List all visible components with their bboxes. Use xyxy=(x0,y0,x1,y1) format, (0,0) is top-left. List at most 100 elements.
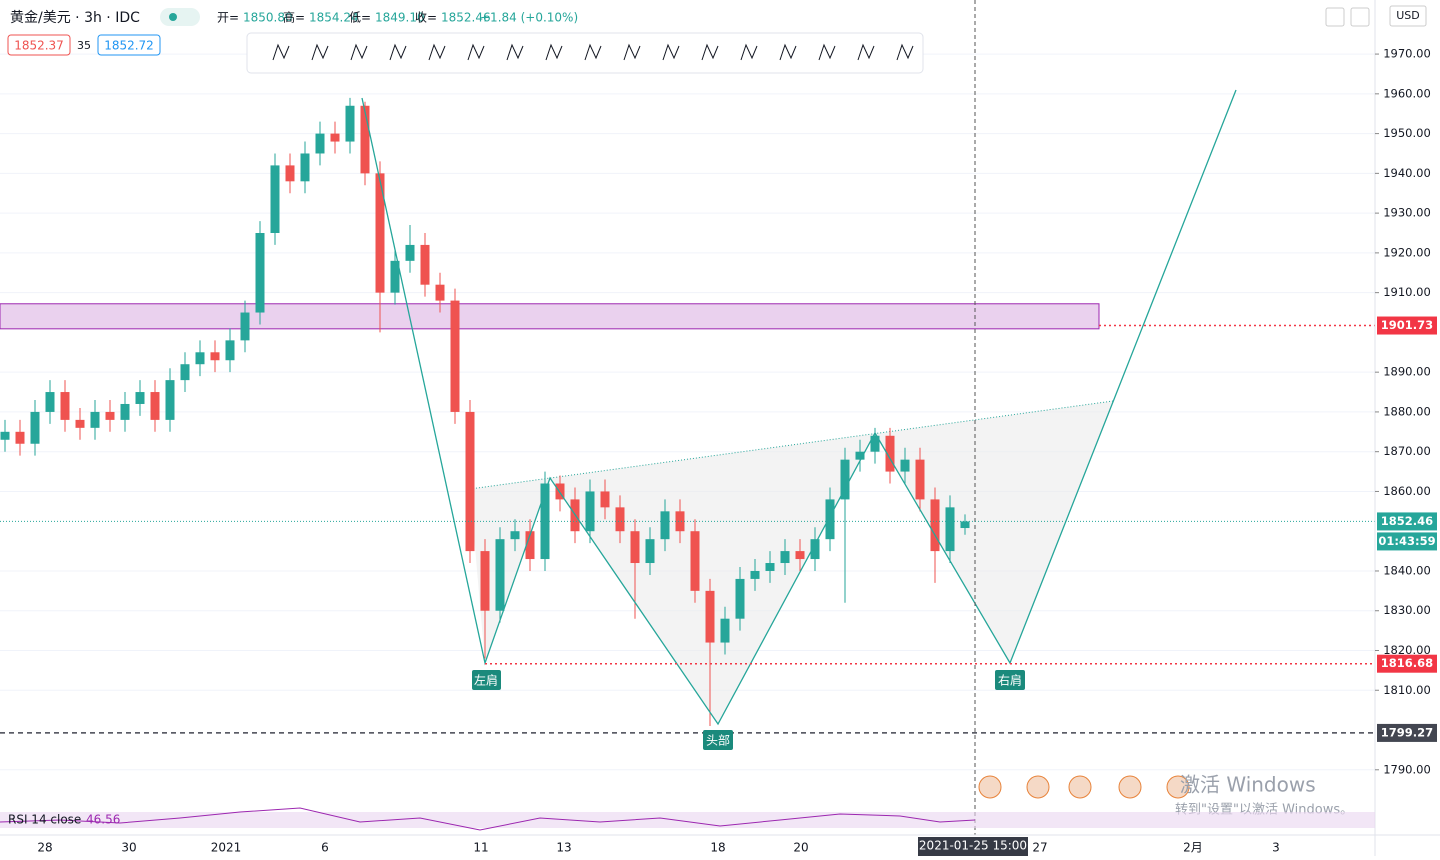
rsi-line xyxy=(0,807,976,831)
tool-button[interactable] xyxy=(812,38,842,68)
button[interactable] xyxy=(1350,7,1370,27)
candle-body xyxy=(330,133,340,142)
buy[interactable]: 1852.72 xyxy=(104,39,154,53)
tool-button[interactable] xyxy=(305,38,335,68)
tool-button[interactable] xyxy=(695,38,725,68)
status-pill xyxy=(160,8,200,26)
rsi-label: RSI 14 close xyxy=(8,813,81,827)
price-lines: 1901.73 1852.46 01:43:59 1816.68 1799.27 xyxy=(0,316,1437,742)
tool-button[interactable] xyxy=(500,38,530,68)
y-tick-label: 1970.00 xyxy=(1383,47,1431,61)
annotation-box xyxy=(703,730,733,750)
rsi-value: 46.56 xyxy=(86,813,120,827)
tool-button[interactable] xyxy=(539,38,569,68)
ohlc: 开= 1850.80高= 1854.24低= 1849.10收= 1852.46 xyxy=(217,10,491,25)
annotation-box xyxy=(472,670,501,690)
tool-button[interactable] xyxy=(617,38,647,68)
countdown: 01:43:59 xyxy=(1378,534,1435,548)
candle-body xyxy=(795,551,805,560)
candle-body xyxy=(495,539,505,611)
candle-body xyxy=(285,165,295,182)
tool-icon xyxy=(545,43,563,61)
candle-body xyxy=(435,284,445,301)
candle-body xyxy=(180,364,190,381)
candle-body xyxy=(300,153,310,182)
tool-button[interactable] xyxy=(656,38,686,68)
tool-icon xyxy=(623,43,641,61)
annotation: 头部 xyxy=(706,733,730,748)
candle-body xyxy=(825,499,835,540)
price-label: 1816.68 xyxy=(1381,656,1433,670)
tool-button[interactable] xyxy=(461,38,491,68)
candle-body xyxy=(705,590,715,643)
currency[interactable]: USD xyxy=(1396,9,1420,22)
candle-body xyxy=(165,380,175,420)
x-tick-label: 11 xyxy=(473,841,488,855)
candle-body xyxy=(675,511,685,532)
y-tick-label: 1940.00 xyxy=(1383,166,1431,180)
tool-button[interactable] xyxy=(773,38,803,68)
ohlc-value: 1854.24 xyxy=(309,11,359,25)
candle-body xyxy=(240,312,250,341)
button[interactable] xyxy=(1325,7,1345,27)
candle-body xyxy=(510,531,520,540)
tool-icon xyxy=(701,43,719,61)
toolbar xyxy=(246,32,924,74)
sell-box[interactable] xyxy=(7,34,71,56)
tool-button[interactable] xyxy=(422,38,452,68)
tool-button[interactable] xyxy=(890,38,920,68)
price-label-box xyxy=(1377,512,1437,531)
candle-body xyxy=(75,419,85,428)
candle-body xyxy=(225,340,235,361)
candle-body xyxy=(630,531,640,564)
candle-body xyxy=(885,435,895,472)
candle-body xyxy=(900,459,910,472)
candle-body xyxy=(735,578,745,619)
candle-body xyxy=(120,403,130,420)
change: +1.84 (+0.10%) xyxy=(480,11,578,25)
tool-button[interactable] xyxy=(851,38,881,68)
y-axis: 1790.00 1810.00 1820.00 1830.00 1840.00 1860.… xyxy=(1375,47,1431,776)
x-tick-label: 2021 xyxy=(211,841,242,855)
candle-body xyxy=(30,411,40,444)
buy-box[interactable] xyxy=(97,34,161,56)
ohlc-label: 收= xyxy=(415,11,437,25)
tool-icon xyxy=(779,43,797,61)
candle-body xyxy=(450,300,460,412)
candle-body xyxy=(15,431,25,444)
currency-box[interactable] xyxy=(1389,5,1427,27)
tool-icon xyxy=(896,43,914,61)
x-tick-label: 30 xyxy=(121,841,136,855)
y-tick-label: 1820.00 xyxy=(1383,643,1431,657)
tool-icon xyxy=(272,43,290,61)
ohlc-value: 1850.80 xyxy=(243,11,293,25)
y-tick-label: 1840.00 xyxy=(1383,563,1431,577)
candle-body xyxy=(60,392,70,420)
candle-body xyxy=(855,451,865,460)
tool-icon xyxy=(662,43,680,61)
candle-body xyxy=(315,133,325,154)
tool-button[interactable] xyxy=(344,38,374,68)
y-tick-label: 1880.00 xyxy=(1383,404,1431,418)
candle-body xyxy=(690,531,700,591)
price-label-box xyxy=(1377,316,1437,335)
candle-body xyxy=(45,392,55,412)
tool-button[interactable] xyxy=(383,38,413,68)
candle-body xyxy=(105,411,115,420)
zone-layer xyxy=(0,303,1100,330)
watermark: 激活 Windows xyxy=(1180,773,1316,797)
candle-body xyxy=(600,491,610,508)
tool-button[interactable] xyxy=(578,38,608,68)
y-tick-label: 1950.00 xyxy=(1383,126,1431,140)
y-tick-label: 1960.00 xyxy=(1383,86,1431,100)
tool-button[interactable] xyxy=(734,38,764,68)
annotation: 左肩 xyxy=(474,673,498,688)
sell[interactable]: 1852.37 xyxy=(14,39,64,53)
symbol: 黄金/美元 · 3h · IDC xyxy=(10,9,140,26)
price-label-box xyxy=(1377,723,1437,742)
y-tick-label: 1910.00 xyxy=(1383,285,1431,299)
tool-icon xyxy=(311,43,329,61)
candle-body xyxy=(195,352,205,365)
tool-button[interactable] xyxy=(266,38,296,68)
